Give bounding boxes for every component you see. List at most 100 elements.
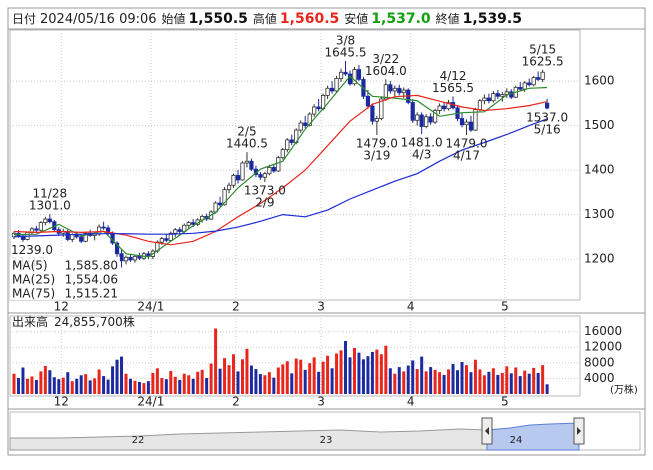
y-tick-label: 16000 bbox=[584, 324, 622, 338]
volume-bar bbox=[258, 374, 262, 394]
candle-body bbox=[132, 256, 138, 261]
volume-title-text: 出来高 bbox=[12, 314, 48, 329]
candle-body bbox=[222, 189, 227, 206]
volume-bar bbox=[469, 372, 473, 394]
annotation-value: 1537.0 bbox=[526, 111, 568, 125]
volume-bar bbox=[57, 379, 61, 394]
volume-bar bbox=[155, 368, 159, 394]
candle-body bbox=[522, 82, 527, 90]
volume-bar bbox=[473, 359, 477, 394]
volume-bar bbox=[240, 359, 244, 394]
navigator[interactable]: 22 23 24 bbox=[9, 411, 641, 451]
volume-bar bbox=[335, 353, 339, 394]
volume-bar bbox=[393, 373, 397, 394]
candle-body bbox=[531, 77, 536, 86]
volume-bar bbox=[187, 375, 191, 394]
volume-bar bbox=[133, 380, 137, 394]
volume-bar bbox=[61, 377, 65, 394]
volume-bar bbox=[281, 364, 285, 394]
x-tick-label: 3 bbox=[317, 300, 325, 314]
candle-body bbox=[240, 162, 245, 181]
volume-bar bbox=[16, 378, 20, 394]
volume-last: 24,855,700株 bbox=[54, 314, 135, 329]
volume-bar bbox=[160, 378, 164, 394]
legend-box bbox=[10, 257, 120, 300]
candle-body bbox=[401, 89, 406, 94]
x-tick-label: 12 bbox=[54, 300, 69, 314]
volume-bar bbox=[21, 367, 25, 394]
candle-body bbox=[191, 222, 196, 225]
volume-bar bbox=[97, 369, 101, 394]
volume-bar bbox=[75, 378, 79, 394]
candle-body bbox=[316, 106, 321, 110]
candle-body bbox=[101, 226, 106, 229]
volume-bar bbox=[267, 372, 271, 394]
candle-body bbox=[365, 95, 371, 107]
candle-body bbox=[128, 256, 133, 261]
volume-bar bbox=[106, 379, 110, 394]
header-datetime: 2024/05/16 09:06 bbox=[40, 12, 157, 27]
handle-arrow bbox=[577, 427, 581, 435]
volume-bar bbox=[299, 359, 303, 394]
volume-title: 出来高 24,855,700株 bbox=[12, 314, 135, 329]
ma-line bbox=[13, 94, 548, 246]
annotation-value: 1239.0 bbox=[11, 243, 53, 257]
candle-body bbox=[397, 87, 402, 94]
volume-bar bbox=[321, 361, 325, 394]
candle-body bbox=[428, 116, 433, 123]
annotation-date: 2/5 bbox=[237, 125, 256, 139]
annotation-value: 1645.5 bbox=[325, 45, 367, 59]
volume-bar bbox=[218, 368, 222, 394]
volume-bar bbox=[402, 371, 406, 394]
volume-bar bbox=[196, 371, 200, 394]
candle-body bbox=[303, 122, 308, 127]
candle-body bbox=[527, 82, 532, 86]
volume-unit: (万株) bbox=[610, 383, 638, 396]
volume-bar bbox=[451, 363, 455, 394]
volume-bar bbox=[146, 381, 150, 394]
volume-bar bbox=[70, 381, 74, 394]
volume-bar bbox=[375, 349, 379, 394]
candle-body bbox=[419, 114, 424, 127]
candle-body bbox=[164, 238, 169, 241]
volume-bar bbox=[263, 375, 267, 394]
candle-body bbox=[491, 93, 496, 102]
candle-body bbox=[168, 232, 173, 241]
candle-body bbox=[34, 228, 39, 231]
volume-bar bbox=[25, 378, 29, 394]
candle-body bbox=[410, 102, 415, 121]
candle-body bbox=[244, 160, 250, 164]
header-value: 1,537.0 bbox=[371, 11, 431, 27]
volume-bar bbox=[518, 376, 522, 394]
volume-bar bbox=[66, 372, 70, 394]
annotation-value: 1625.5 bbox=[522, 54, 564, 68]
candle-body bbox=[231, 175, 236, 186]
candle-body bbox=[43, 218, 48, 224]
legend-name: MA(25) bbox=[12, 273, 55, 287]
candle-body bbox=[38, 222, 43, 231]
volume-bar bbox=[541, 365, 545, 394]
y-tick-label: 4000 bbox=[584, 371, 615, 385]
volume-bar bbox=[429, 367, 433, 394]
volume-bar bbox=[294, 358, 298, 394]
volume-bar bbox=[205, 378, 209, 394]
volume-bar bbox=[12, 373, 16, 394]
annotation-value: 1604.0 bbox=[365, 64, 407, 78]
volume-bar bbox=[236, 371, 240, 394]
volume-bar bbox=[424, 371, 428, 394]
candle-body bbox=[334, 78, 339, 92]
candle-body bbox=[486, 97, 491, 102]
volume-bar bbox=[415, 369, 419, 394]
y-tick-label: 8000 bbox=[584, 355, 615, 369]
candle-body bbox=[374, 118, 379, 122]
handle-arrow bbox=[485, 427, 489, 435]
y-tick-label: 1600 bbox=[584, 74, 615, 88]
x-tick-label: 12 bbox=[54, 395, 69, 409]
x-tick-label: 24/1 bbox=[137, 300, 164, 314]
volume-bar bbox=[496, 374, 500, 394]
volume-bar bbox=[93, 378, 97, 394]
legend-value: 1,554.06 bbox=[65, 273, 118, 287]
candle-body bbox=[459, 118, 465, 126]
volume-bar bbox=[285, 361, 289, 394]
